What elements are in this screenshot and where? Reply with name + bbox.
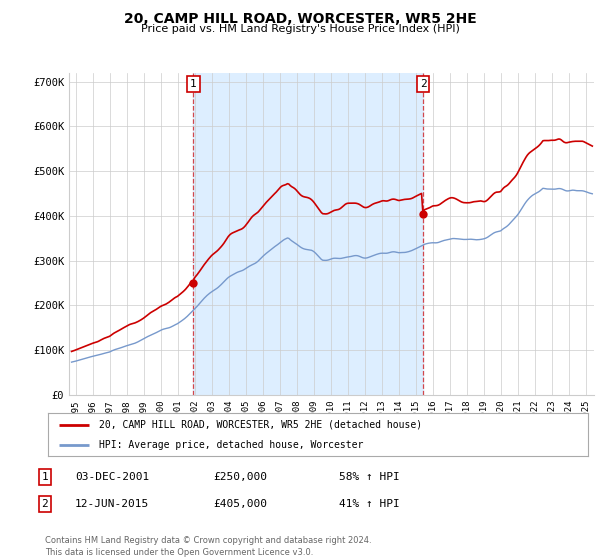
Text: £405,000: £405,000 bbox=[213, 499, 267, 509]
Text: Price paid vs. HM Land Registry's House Price Index (HPI): Price paid vs. HM Land Registry's House … bbox=[140, 24, 460, 34]
Text: 1: 1 bbox=[41, 472, 49, 482]
Text: 58% ↑ HPI: 58% ↑ HPI bbox=[339, 472, 400, 482]
Text: HPI: Average price, detached house, Worcester: HPI: Average price, detached house, Worc… bbox=[100, 440, 364, 450]
Text: Contains HM Land Registry data © Crown copyright and database right 2024.
This d: Contains HM Land Registry data © Crown c… bbox=[45, 536, 371, 557]
Text: 41% ↑ HPI: 41% ↑ HPI bbox=[339, 499, 400, 509]
Text: 20, CAMP HILL ROAD, WORCESTER, WR5 2HE: 20, CAMP HILL ROAD, WORCESTER, WR5 2HE bbox=[124, 12, 476, 26]
Text: 03-DEC-2001: 03-DEC-2001 bbox=[75, 472, 149, 482]
Text: 12-JUN-2015: 12-JUN-2015 bbox=[75, 499, 149, 509]
Text: 20, CAMP HILL ROAD, WORCESTER, WR5 2HE (detached house): 20, CAMP HILL ROAD, WORCESTER, WR5 2HE (… bbox=[100, 419, 422, 430]
Text: 1: 1 bbox=[190, 79, 197, 89]
Text: £250,000: £250,000 bbox=[213, 472, 267, 482]
Text: 2: 2 bbox=[41, 499, 49, 509]
Bar bbox=[193, 73, 423, 395]
Text: 2: 2 bbox=[420, 79, 427, 89]
